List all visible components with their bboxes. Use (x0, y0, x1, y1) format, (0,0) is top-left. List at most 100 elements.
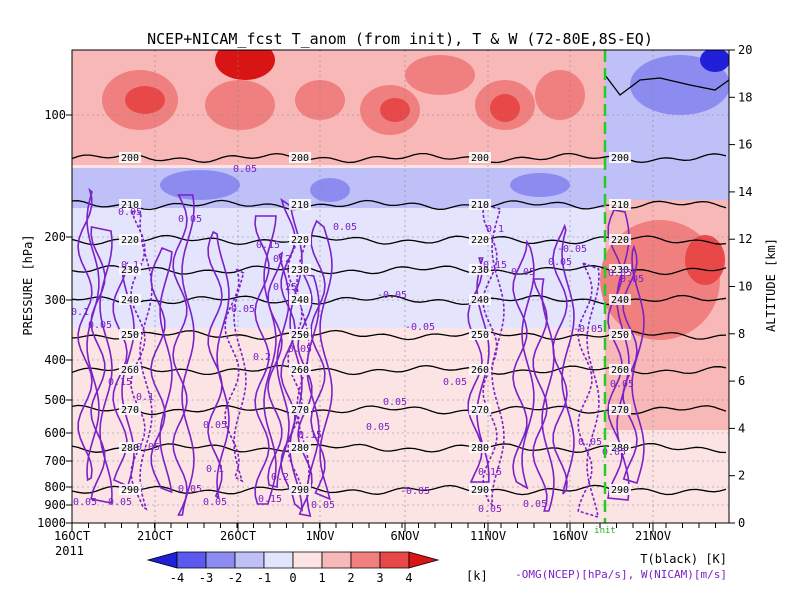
velocity-labels: 0.05 0.05 0.1 0.05 0.15 0.1 0.1 0.05 0.05 0.05 0.1… (71, 164, 644, 515)
isotherm-label-bg (469, 264, 491, 275)
anomaly-blob (215, 50, 275, 80)
isotherm-label-bg (609, 329, 631, 340)
anomaly-blob (535, 70, 585, 120)
colorbar-swatch (205, 551, 236, 569)
colorbar-tick-label: 1 (318, 571, 325, 585)
colorbar-tick-label: 2 (347, 571, 354, 585)
isotherm-label: 210 (291, 200, 309, 211)
legend-t: T(black) [K] (640, 552, 727, 566)
velocity-label: 0.05 (478, 504, 502, 515)
y-right-tick-label: 2 (738, 469, 745, 483)
chart-title: NCEP+NICAM_fcst T_anom (from init), T & … (147, 30, 653, 48)
x-tick-label: 6NOV (391, 529, 420, 543)
y-axis-pressure: 100 200 300 400 500 600 700 800 900 1000 (37, 108, 72, 530)
velocity-label: 0.25 (273, 282, 297, 293)
isotherm-label: 260 (291, 365, 309, 376)
plot-area: 200 200 200 200 210 210 210 210 220 220 220 220 230 2… (71, 50, 729, 523)
isotherm-label-bg (469, 199, 491, 210)
velocity-label: 0.05 (602, 447, 626, 458)
isotherm-label-bg (469, 404, 491, 415)
y-right-tick-label: 20 (738, 43, 752, 57)
velocity-label: 0.05 (443, 377, 467, 388)
isotherm-label: 290 (121, 485, 139, 496)
colorbar-swatch (234, 551, 265, 569)
y-left-tick-label: 1000 (37, 516, 66, 530)
w-contour (267, 251, 290, 489)
isotherm-label-bg (469, 152, 491, 163)
colorbar-swatch (350, 551, 381, 569)
y-left-tick-label: 200 (44, 230, 66, 244)
velocity-label: 0.1 (136, 392, 154, 403)
anomaly-blob (160, 170, 240, 200)
isotherm-label-bg (469, 484, 491, 495)
w-contour (310, 219, 333, 501)
isotherm-label: 250 (471, 330, 489, 341)
isotherm-label-bg (119, 234, 141, 245)
isotherm-label-bg (289, 329, 311, 340)
velocity-label: 0.2 (253, 352, 271, 363)
velocity-label: 0.05 (383, 397, 407, 408)
colorbar: -4 -3 -2 -1 0 1 2 3 4 (146, 551, 440, 585)
w-contour (90, 226, 113, 504)
isotherm-label-bg (609, 484, 631, 495)
velocity-label: 0.1 (121, 260, 139, 271)
w-contour (552, 223, 575, 495)
velocity-label: 0.05 (523, 499, 547, 510)
velocity-label: 0.05 (178, 214, 202, 225)
isotherm-label: 200 (471, 153, 489, 164)
velocity-label: 0.05 (366, 422, 390, 433)
isotherm-labels: 200 200 200 200 210 210 210 210 220 220 220 220 230 2… (119, 152, 631, 496)
x-tick-label: 1NOV (306, 529, 335, 543)
velocity-label: 0.15 (256, 240, 280, 251)
isotherm-label-bg (609, 294, 631, 305)
isotherm-label: 270 (121, 405, 139, 416)
x-axis: 16OCT 21OCT 26OCT 1NOV 6NOV 11NOV 16NOV 21NOV (54, 523, 716, 543)
isotherm-label: 250 (121, 330, 139, 341)
velocity-label: 0.05 (620, 274, 644, 285)
y-axis-left-label: PRESSURE [hPa] (21, 234, 35, 335)
anomaly-blob (630, 55, 729, 115)
x-tick-label: 26OCT (220, 529, 256, 543)
velocity-label: 0.1 (206, 464, 224, 475)
legend-w: -OMG(NCEP)[hPa/s], W(NICAM)[m/s] (515, 568, 727, 581)
isotherm-label: 280 (121, 443, 139, 454)
isotherm-label: 220 (611, 235, 629, 246)
isotherm-label-bg (289, 404, 311, 415)
velocity-label: 0.05 (108, 497, 132, 508)
isotherm-label-bg (609, 152, 631, 163)
w-contour (207, 230, 230, 500)
y-axis-right-label: ALTITUDE [km] (764, 238, 778, 332)
isotherm-label: 240 (121, 295, 139, 306)
isotherm-label-bg (119, 484, 141, 495)
velocity-label: 0.05 (610, 379, 634, 390)
isotherm-label-bg (469, 234, 491, 245)
isotherm-label-bg (469, 329, 491, 340)
colorbar-swatch (263, 551, 294, 569)
init-label: init (594, 526, 616, 536)
y-left-tick-label: 300 (44, 293, 66, 307)
isotherm-label-bg (119, 294, 141, 305)
colorbar-swatch (292, 551, 323, 569)
w-contour (224, 267, 247, 483)
velocity-label: -0.05 (225, 304, 255, 315)
isotherm-label-bg (289, 199, 311, 210)
anomaly-blob (685, 235, 725, 285)
velocity-label: -0.05 (305, 500, 335, 511)
y-right-tick-label: 4 (738, 421, 745, 435)
velocity-label: 0.1 (71, 307, 89, 318)
y-left-tick-label: 800 (44, 480, 66, 494)
isotherm-label: 230 (611, 265, 629, 276)
x-tick-label: 16NOV (552, 529, 588, 543)
velocity-label: 0.15 (483, 260, 507, 271)
isotherm-label: 260 (121, 365, 139, 376)
isotherm-label: 230 (291, 265, 309, 276)
isotherm-label-bg (609, 364, 631, 375)
isotherm-label-bg (609, 234, 631, 245)
anomaly-blob (310, 178, 350, 202)
velocity-label: 0.05 (333, 222, 357, 233)
x-year-label: 2011 (55, 544, 84, 558)
anomaly-blob (405, 55, 475, 95)
isotherm-label: 270 (611, 405, 629, 416)
velocity-label: 0.1 (486, 224, 504, 235)
